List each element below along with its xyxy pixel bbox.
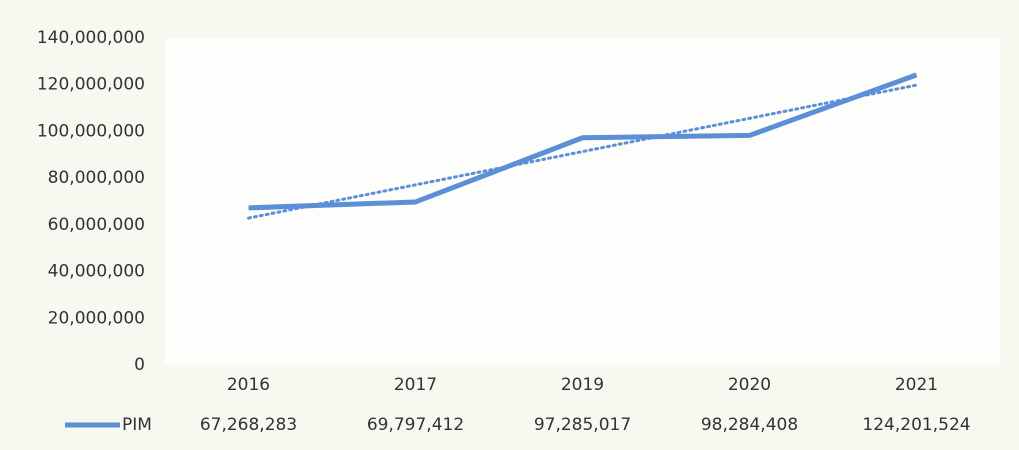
x-tick-label: 2016 [227, 375, 270, 395]
x-tick-label: 2020 [728, 375, 771, 395]
data-table-value: 69,797,412 [367, 415, 464, 435]
x-tick-label: 2017 [394, 375, 437, 395]
y-tick-label: 100,000,000 [37, 121, 145, 141]
data-table-value: 67,268,283 [200, 415, 297, 435]
line-series [248, 72, 918, 211]
trendline [247, 83, 918, 220]
y-tick-label: 60,000,000 [48, 215, 145, 235]
data-table-value: 124,201,524 [862, 415, 970, 435]
y-tick-label: 140,000,000 [37, 28, 145, 48]
y-tick-label: 80,000,000 [48, 168, 145, 188]
y-tick-label: 40,000,000 [48, 262, 145, 282]
data-table-value: 97,285,017 [534, 415, 631, 435]
y-tick-label: 20,000,000 [48, 308, 145, 328]
y-tick-label: 0 [134, 355, 145, 375]
legend-label: PIM [122, 415, 152, 435]
x-tick-label: 2021 [895, 375, 938, 395]
plot-area [165, 38, 1000, 365]
x-tick-label: 2019 [561, 375, 604, 395]
data-table-value: 98,284,408 [701, 415, 798, 435]
y-tick-label: 120,000,000 [37, 75, 145, 95]
